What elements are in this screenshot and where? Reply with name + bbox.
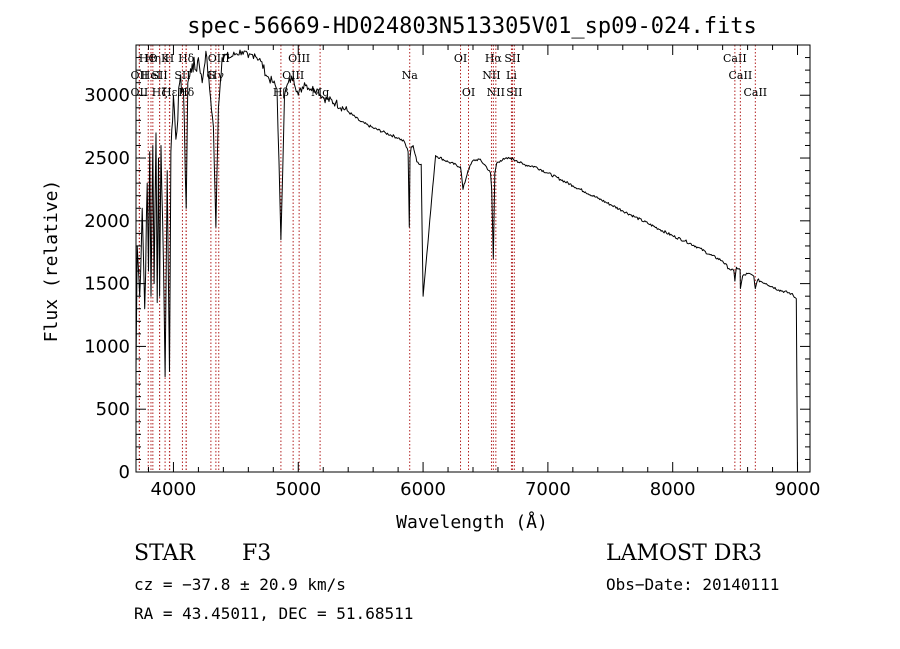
line-markers: HΘOIIOIIHηHeIHζKHSIIHεHδSIIHδGHγOIIIHβOI…	[131, 45, 767, 472]
y-tick-label: 3000	[84, 85, 130, 106]
line-marker-label: Hδ	[178, 52, 195, 65]
line-marker-label: H	[165, 52, 175, 65]
line-marker-label: Hζ	[152, 86, 168, 99]
line-marker-label: OII	[131, 86, 149, 99]
line-marker-label: OI	[462, 86, 475, 99]
line-marker-label: Na	[402, 69, 419, 82]
y-tick-label: 1500	[84, 274, 130, 295]
line-marker-label: G	[206, 69, 215, 82]
line-marker-label: Hε	[162, 86, 178, 99]
y-tick-label: 2500	[84, 148, 130, 169]
line-marker-label: Mg	[311, 86, 329, 99]
x-tick-label: 8000	[650, 479, 696, 500]
line-marker-label: CaII	[743, 86, 767, 99]
redshift-cz: cz = −37.8 ± 20.9 km/s	[134, 575, 346, 594]
spectrum-line	[135, 49, 798, 473]
line-marker-label: OIII	[288, 52, 310, 65]
x-axis: 4000 5000 6000 7000 8000 9000	[147, 45, 821, 500]
x-tick-label: 5000	[275, 479, 321, 500]
line-marker-label: SII	[506, 86, 522, 99]
x-axis-label: Wavelength (Å)	[396, 511, 548, 533]
line-marker-label: CaII	[729, 69, 753, 82]
y-tick-label: 1000	[84, 336, 130, 357]
line-marker-label: Hγ	[208, 69, 225, 82]
y-tick-label: 2000	[84, 211, 130, 232]
y-axis: 0 500 1000 1500 2000 2500 3000	[84, 44, 810, 483]
x-tick-label: 6000	[400, 479, 446, 500]
line-marker-label: CaII	[723, 52, 747, 65]
x-tick-label: 9000	[775, 479, 821, 500]
line-marker-label: NII	[482, 69, 500, 82]
line-marker-label: SII	[504, 52, 520, 65]
line-marker-label: OII	[131, 69, 149, 82]
series-layer	[135, 49, 798, 473]
survey-name: LAMOST DR3	[606, 541, 762, 566]
y-axis-label: Flux (relative)	[41, 180, 62, 343]
line-marker-label: OI	[454, 52, 467, 65]
line-marker-label: K	[161, 52, 170, 65]
plot-frame	[135, 44, 811, 473]
y-tick-label: 0	[119, 462, 130, 483]
ra-dec: RA = 43.45011, DEC = 51.68511	[134, 604, 413, 623]
chart-title: spec-56669-HD024803N513305V01_sp09-024.f…	[187, 14, 757, 39]
line-marker-label: Li	[506, 69, 517, 82]
line-marker-label: Hα	[485, 52, 503, 65]
x-tick-label: 4000	[151, 479, 197, 500]
object-type: STAR	[134, 541, 196, 566]
obs-date: Obs−Date: 20140111	[606, 575, 779, 594]
line-marker-label: HeI	[141, 69, 161, 82]
line-marker-label: NII	[487, 86, 505, 99]
line-marker-label: HΘ	[139, 52, 158, 65]
line-marker-label: Hη	[145, 52, 161, 65]
line-marker-label: Hδ	[178, 86, 195, 99]
line-marker-label: SII	[151, 69, 167, 82]
object-subclass: F3	[242, 541, 271, 566]
line-marker-label: OIII	[282, 69, 304, 82]
line-marker-label: SII	[174, 69, 190, 82]
x-tick-label: 7000	[525, 479, 571, 500]
y-tick-label: 500	[96, 399, 130, 420]
